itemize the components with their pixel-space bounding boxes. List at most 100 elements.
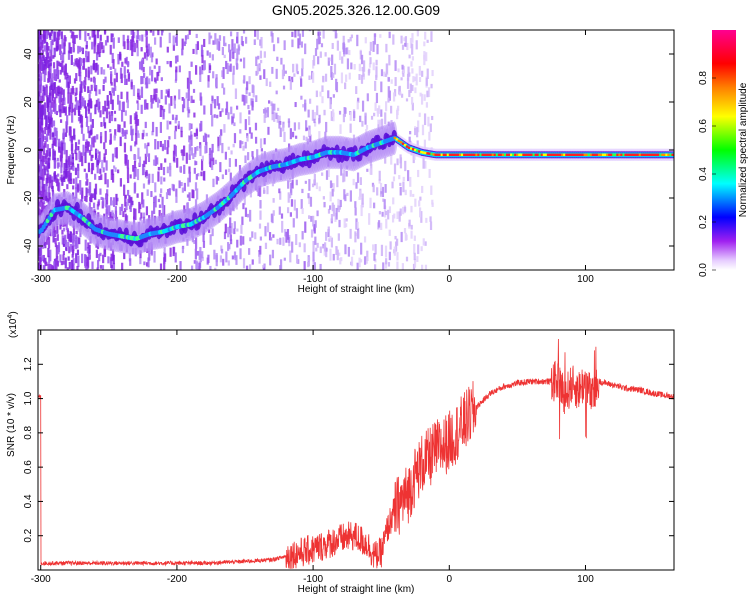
noise-point [410,205,413,213]
noise-point [260,148,263,152]
noise-point [233,251,237,259]
noise-point [54,237,57,245]
noise-point [349,123,352,133]
noise-point [180,182,183,187]
noise-point [102,79,106,84]
noise-point [75,253,78,264]
ridge-peak [422,151,425,154]
noise-point [76,236,79,249]
noise-point [53,138,56,146]
noise-point [57,245,60,255]
noise-point [133,208,136,220]
ridge-peak [397,139,401,143]
noise-point [173,104,177,109]
noise-point [380,118,384,130]
noise-point [406,42,409,51]
ridge-peak [638,153,642,156]
noise-point [96,260,100,269]
noise-point [136,100,139,104]
noise-point [347,39,350,43]
noise-point [42,254,45,262]
noise-point [101,265,105,270]
noise-point [286,229,290,240]
noise-point [225,101,229,113]
noise-point [38,198,40,210]
noise-point [136,47,139,57]
noise-point [55,93,58,99]
noise-point [431,202,434,207]
noise-point [363,256,367,265]
noise-point [166,120,169,130]
noise-point [409,190,412,197]
noise-point [46,43,49,55]
noise-point [93,78,96,89]
noise-point [51,143,54,149]
noise-point [175,66,178,73]
noise-point [301,188,304,194]
snr-multiplier-base: (x10 [8,318,19,338]
noise-point [85,106,88,119]
ridge-peak [538,153,542,156]
ridge-peak [530,153,534,156]
noise-point [140,76,143,85]
ridge-peak [606,153,609,156]
noise-point [260,59,263,64]
noise-point [100,42,104,50]
noise-point [103,30,107,35]
ridge-band [74,201,80,212]
noise-point [71,245,74,250]
noise-point [424,160,427,169]
x-tick-label: -200 [167,274,187,285]
noise-point [169,247,172,257]
noise-point [61,177,64,186]
noise-point [131,30,135,42]
noise-point [188,144,191,155]
ridge-peak [563,153,566,156]
noise-point [340,257,343,262]
ridge-peak [442,153,446,156]
noise-point [145,52,148,61]
noise-point [151,130,154,136]
noise-point [283,40,286,51]
noise-point [42,189,45,201]
noise-point [379,193,383,197]
noise-point [322,196,325,200]
ridge-peak [663,153,666,156]
noise-point [38,151,40,161]
noise-point [375,66,378,78]
noise-point [61,229,64,235]
noise-point [349,37,352,42]
noise-point [312,215,315,227]
noise-point [112,254,115,265]
ridge-peak [456,153,460,156]
noise-point [278,188,281,194]
noise-point [138,156,142,166]
noise-point [359,190,362,200]
noise-point [384,245,388,258]
noise-point [93,30,96,37]
noise-point [259,236,262,241]
noise-point [155,126,158,137]
noise-point [368,63,372,68]
noise-point [97,30,100,32]
noise-point [45,84,48,88]
noise-point [362,60,366,72]
noise-point [275,112,278,120]
noise-point [373,253,376,261]
noise-point [90,84,93,91]
noise-point [92,60,96,71]
noise-point [123,184,126,196]
noise-point [230,223,233,234]
noise-point [153,37,157,45]
noise-point [43,59,47,64]
noise-point [312,72,315,83]
noise-point [403,206,407,212]
noise-point [125,129,128,135]
ridge-peak [434,153,438,156]
noise-point [38,108,40,114]
noise-point [196,41,200,50]
ridge-peak [640,153,644,156]
noise-point [295,135,298,139]
noise-point [121,61,124,67]
noise-point [356,221,359,229]
